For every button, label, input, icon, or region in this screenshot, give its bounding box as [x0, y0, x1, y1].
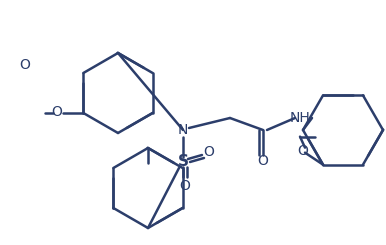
Text: O: O [20, 58, 30, 72]
Text: S: S [178, 155, 188, 170]
Text: O: O [203, 145, 215, 159]
Text: NH: NH [290, 111, 310, 125]
Text: O: O [179, 179, 190, 193]
Text: O: O [298, 144, 308, 158]
Text: O: O [51, 105, 62, 119]
Text: O: O [257, 154, 268, 168]
Text: N: N [178, 123, 188, 137]
